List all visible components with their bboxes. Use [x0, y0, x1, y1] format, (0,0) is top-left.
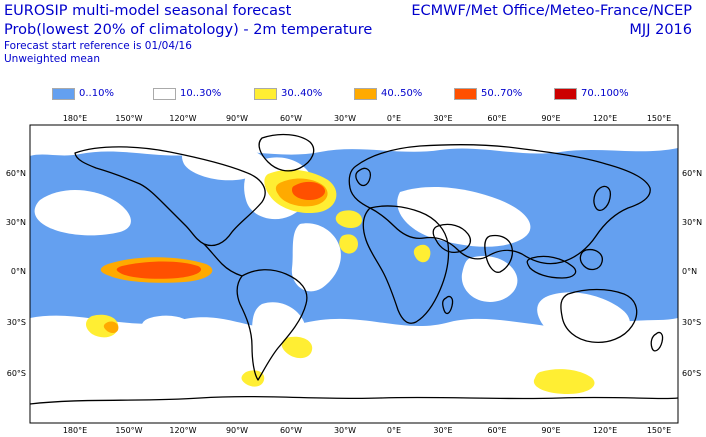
lon-label-top: 90°E — [541, 114, 560, 123]
map-tick-labels: 180°E 150°W 120°W 90°W 60°W 30°W 0°E 30°E 60°E 90… — [6, 114, 702, 435]
lon-label-bottom: 0°E — [387, 426, 401, 435]
legend-swatch-0-10 — [52, 88, 75, 100]
probability-50-70-areas — [116, 181, 326, 279]
lon-label-bottom: 150°W — [115, 426, 142, 435]
lat-label-left: 0°N — [11, 267, 26, 276]
title-block: EUROSIP multi-model seasonal forecast Pr… — [4, 2, 372, 66]
legend-label-30-40: 30..40% — [281, 88, 323, 99]
period-label: MJJ 2016 — [629, 22, 692, 38]
lon-label-top: 180°E — [63, 114, 87, 123]
legend-label-0-10: 0..10% — [79, 88, 114, 99]
lon-label-bottom: 90°W — [226, 426, 248, 435]
world-map: 180°E 150°W 120°W 90°W 60°W 30°W 0°E 30°E 60°E 90… — [6, 114, 702, 435]
lon-label-top: 120°W — [169, 114, 196, 123]
lon-label-bottom: 120°W — [169, 426, 196, 435]
lon-label-top: 30°W — [334, 114, 356, 123]
lat-label-right: 60°S — [682, 369, 701, 378]
centres-label: ECMWF/Met Office/Meteo-France/NCEP — [411, 3, 692, 19]
legend-label-40-50: 40..50% — [381, 88, 423, 99]
lat-label-right: 0°N — [682, 267, 697, 276]
lon-label-top: 0°E — [387, 114, 401, 123]
lon-label-top: 150°W — [115, 114, 142, 123]
lon-label-bottom: 60°E — [487, 426, 506, 435]
lon-label-top: 90°W — [226, 114, 248, 123]
lon-label-bottom: 30°W — [334, 426, 356, 435]
lon-label-top: 60°W — [280, 114, 302, 123]
lat-label-left: 30°S — [7, 318, 26, 327]
map-frame — [29, 124, 679, 424]
legend-swatch-70-100 — [554, 88, 577, 100]
legend-swatch-50-70 — [454, 88, 477, 100]
lon-label-bottom: 90°E — [541, 426, 560, 435]
lat-label-left: 60°S — [7, 369, 26, 378]
lat-label-right: 30°N — [682, 218, 702, 227]
lon-label-bottom: 180°E — [63, 426, 87, 435]
legend-label-50-70: 50..70% — [481, 88, 523, 99]
legend-swatch-40-50 — [354, 88, 377, 100]
lat-label-left: 60°N — [6, 169, 26, 178]
title-line-1: EUROSIP multi-model seasonal forecast — [4, 3, 292, 19]
coastlines — [29, 133, 679, 405]
legend-swatch-30-40 — [254, 88, 277, 100]
lat-label-right: 60°N — [682, 169, 702, 178]
lon-label-top: 30°E — [433, 114, 452, 123]
lat-label-left: 30°N — [6, 218, 26, 227]
centres-block: ECMWF/Met Office/Meteo-France/NCEP MJJ 2… — [411, 2, 692, 40]
legend-label-10-30: 10..30% — [180, 88, 222, 99]
weighting-note: Unweighted mean — [4, 53, 100, 65]
lon-label-top: 150°E — [647, 114, 671, 123]
lat-label-right: 30°S — [682, 318, 701, 327]
lon-label-top: 120°E — [593, 114, 617, 123]
lon-label-bottom: 60°W — [280, 426, 302, 435]
title-line-2: Prob(lowest 20% of climatology) - 2m tem… — [4, 22, 373, 38]
legend-swatch-10-30 — [153, 88, 176, 100]
lon-label-top: 60°E — [487, 114, 506, 123]
forecast-reference: Forecast start reference is 01/04/16 — [4, 40, 192, 52]
lon-label-bottom: 150°E — [647, 426, 671, 435]
legend: 0..10% 10..30% 30..40% 40..50% 50..70% 7… — [52, 87, 692, 103]
legend-label-70-100: 70..100% — [581, 88, 629, 99]
lon-label-bottom: 120°E — [593, 426, 617, 435]
lon-label-bottom: 30°E — [433, 426, 452, 435]
